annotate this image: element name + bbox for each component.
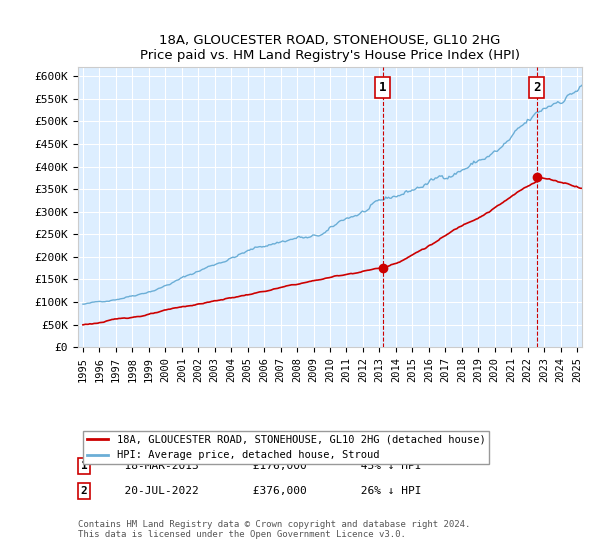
Text: 18-MAR-2013        £176,000        45% ↓ HPI: 18-MAR-2013 £176,000 45% ↓ HPI	[111, 461, 421, 471]
Title: 18A, GLOUCESTER ROAD, STONEHOUSE, GL10 2HG
Price paid vs. HM Land Registry's Hou: 18A, GLOUCESTER ROAD, STONEHOUSE, GL10 2…	[140, 34, 520, 62]
Text: 1: 1	[379, 81, 386, 94]
Text: 20-JUL-2022        £376,000        26% ↓ HPI: 20-JUL-2022 £376,000 26% ↓ HPI	[111, 486, 421, 496]
Text: Contains HM Land Registry data © Crown copyright and database right 2024.
This d: Contains HM Land Registry data © Crown c…	[78, 520, 470, 539]
Legend: 18A, GLOUCESTER ROAD, STONEHOUSE, GL10 2HG (detached house), HPI: Average price,: 18A, GLOUCESTER ROAD, STONEHOUSE, GL10 2…	[83, 431, 490, 464]
Text: 2: 2	[80, 486, 88, 496]
Text: 2: 2	[533, 81, 540, 94]
Text: 1: 1	[80, 461, 88, 471]
